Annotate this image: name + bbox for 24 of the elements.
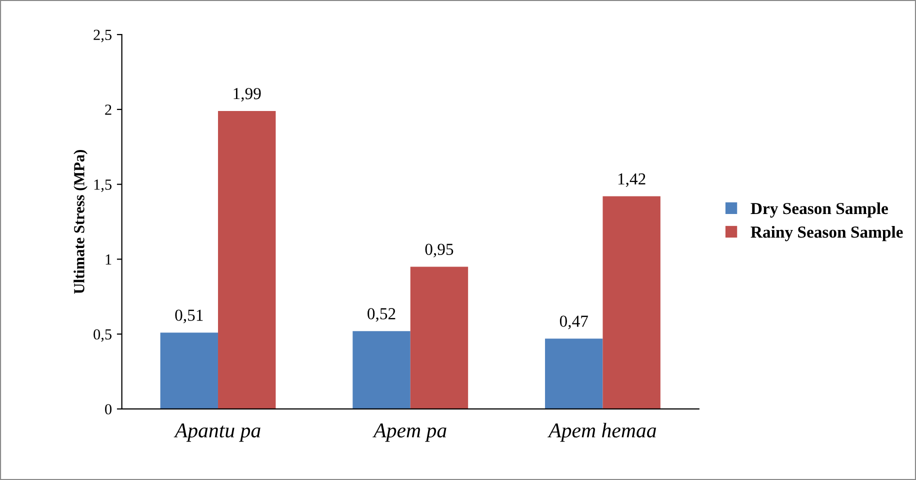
data-label: 0,95 xyxy=(425,244,454,258)
legend-label: Dry Season Sample xyxy=(750,202,888,218)
y-tick-label: 2,5 xyxy=(94,30,112,42)
x-tick-label: Apem hemaa xyxy=(547,422,656,442)
bar xyxy=(218,110,276,409)
y-tick-label: 0 xyxy=(105,404,112,414)
data-label: 0,47 xyxy=(560,316,588,330)
bar xyxy=(545,338,603,409)
data-label: 0,52 xyxy=(368,308,396,322)
bar xyxy=(602,196,660,409)
data-label: 0,51 xyxy=(175,310,203,324)
bar xyxy=(410,266,468,409)
y-tick-label: 2 xyxy=(105,104,112,115)
y-tick-label: 1,5 xyxy=(94,180,112,192)
data-label: 1,42 xyxy=(618,173,646,187)
x-tick-label: Apem pa xyxy=(372,424,446,442)
y-tick-label: 0,5 xyxy=(94,329,112,342)
y-tick-label: 1 xyxy=(106,254,112,264)
y-axis-title: Ultimate Stress (MPa) xyxy=(74,150,88,294)
bar xyxy=(160,332,218,409)
bar xyxy=(352,331,410,409)
x-tick-label: Apantu pa xyxy=(174,424,260,442)
data-label: 1,99 xyxy=(234,88,261,102)
legend-label: Rainy Season Sample xyxy=(750,226,903,242)
